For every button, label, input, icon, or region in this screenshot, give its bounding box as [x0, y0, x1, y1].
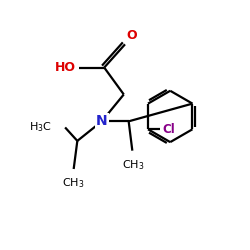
- Text: Cl: Cl: [163, 123, 175, 136]
- Text: N: N: [96, 114, 108, 128]
- Text: HO: HO: [54, 61, 76, 74]
- Text: H$_3$C: H$_3$C: [29, 120, 52, 134]
- Text: O: O: [126, 29, 137, 42]
- Text: CH$_3$: CH$_3$: [62, 176, 85, 190]
- Text: CH$_3$: CH$_3$: [122, 158, 145, 172]
